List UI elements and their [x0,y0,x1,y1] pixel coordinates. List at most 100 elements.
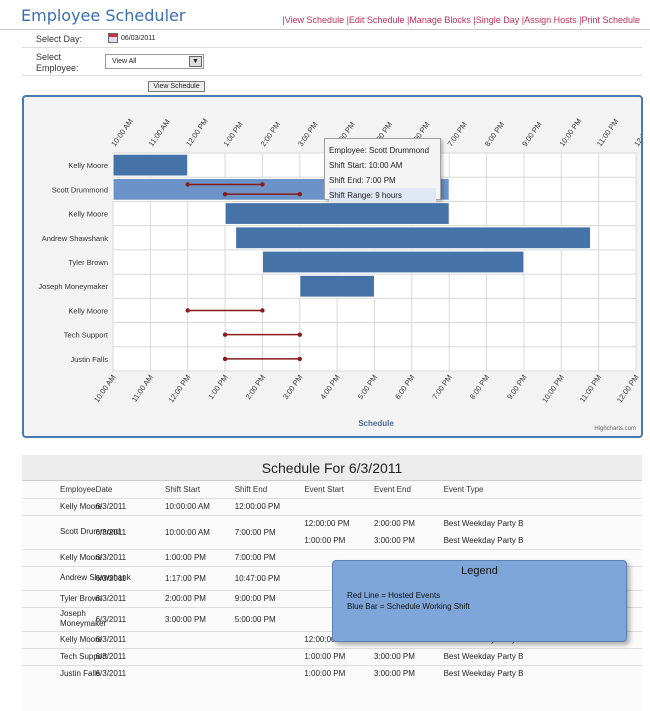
employee-cell: Tyler Brown [22,589,102,607]
shift-end-cell [234,630,305,648]
legend-red-line: Red Line = Hosted Events [347,591,441,600]
employee-name: Tyler Brown [60,593,103,603]
legend-title: Legend [461,565,498,577]
employee-cell: Scott Drummond [22,514,120,549]
x-tick-label-top: 12:00 PM [632,117,641,148]
x-tick-label-bottom: 3:00 PM [281,373,304,401]
event-type-cell: Best Weekday Party B [443,535,524,545]
shift-end-cell [234,664,305,682]
shift-bar [261,250,525,274]
column-header: Shift End [234,485,268,495]
event-start-cell: 1:00:00 PM [304,664,374,682]
employee-name: Kelly Moore [60,552,103,562]
x-tick-label-bottom: 11:00 PM [578,373,603,404]
employee-name: Joseph Moneymaker [60,609,107,628]
table-row[interactable]: Tech Support 6/3/2011 1:00:00 PM 3:00:00 PM… [22,647,642,665]
nav-manage-blocks-link[interactable]: Manage Blocks [409,15,471,25]
column-header: Event Start [304,485,344,495]
app-title: Employee Scheduler [21,6,186,25]
shift-bar [299,274,375,298]
legend-blue-bar: Blue Bar = Schedule Working Shift [347,602,470,611]
shift-end-cell: 10:47:00 PM [234,565,305,590]
x-tick-label-bottom: 12:00 PM [167,373,193,404]
shift-bar [112,153,189,177]
shift-end-cell: 7:00:00 PM [234,514,305,549]
tooltip-end: Shift End: 7:00 PM [329,176,396,185]
shift-start-cell [165,647,235,665]
x-tick-label-bottom: 8:00 PM [468,373,491,401]
y-category-label: Justin Falls [70,355,108,364]
select-employee-label: Select Employee: [36,52,79,73]
shift-start-cell: 3:00:00 PM [165,606,235,631]
shift-start-cell: 1:00:00 PM [165,548,235,566]
nav-print-schedule-link[interactable]: Print Schedule [581,15,640,25]
calendar-icon[interactable] [108,33,118,43]
event-end-cell [374,497,444,515]
nav-view-schedule-link[interactable]: View Schedule [284,15,345,25]
employee-cell: Andrew Shawshank [22,565,131,590]
y-category-label: Joseph Moneymaker [38,282,108,291]
event-type-cell [443,497,642,515]
date-cell: 6/3/2011 [95,606,166,631]
employee-name: Andrew Shawshank [60,573,131,582]
table-row[interactable]: 1:00:00 PM 3:00:00 PM Best Weekday Party B [22,532,642,549]
employee-cell: Kelly Moore [22,497,102,515]
x-tick-label-bottom: 4:00 PM [318,373,341,401]
y-category-label: Kelly Moore [68,210,108,219]
shift-bar [235,226,592,250]
x-tick-label-top: 7:00 PM [445,120,468,148]
event-start-cell: 1:00:00 PM [304,647,374,665]
day-value[interactable]: 06/03/2011 [121,34,156,42]
date-cell: 6/3/2011 [95,497,166,515]
shift-start-cell: 1:17:00 PM [165,565,235,590]
day-picker[interactable]: 06/03/2011 [108,33,156,43]
employee-name: Scott Drummond [60,527,121,536]
x-tick-label-top: 12:00 PM [184,117,210,148]
x-tick-label-bottom: 9:00 PM [505,373,528,401]
shift-end-cell [234,647,305,665]
x-tick-label-top: 8:00 PM [483,120,506,148]
nav-assign-hosts-link[interactable]: Assign Hosts [524,15,577,25]
nav-edit-schedule-link[interactable]: Edit Schedule [348,15,405,25]
date-cell: 6/3/2011 [95,565,166,590]
x-tick-label-top: 11:00 PM [595,117,620,148]
shift-start-cell: 10:00:00 AM [165,514,235,549]
x-tick-label-top: 3:00 PM [296,120,319,148]
event-point [222,332,228,337]
event-type-cell: Best Weekday Party B [443,647,642,665]
legend-box[interactable]: Legend Red Line = Hosted Events Blue Bar… [332,560,627,642]
x-tick-label-top: 2:00 PM [259,120,282,148]
employee-cell: Kelly Moore [22,630,102,648]
shift-end-cell: 12:00:00 PM [234,497,305,515]
event-point [222,356,228,362]
nav-separator: | [519,15,525,25]
x-tick-label-top: 1:00 PM [221,120,244,148]
chart-svg: 10:00 AM 10:00 AM 11:00 AM 11:00 AM 12:00 PM… [38,117,641,428]
date-cell: 6/3/2011 [95,630,166,648]
employee-select[interactable]: View All ▼ [105,54,204,69]
x-tick-label-bottom: 7:00 PM [430,373,453,401]
table-row[interactable]: Scott Drummond 6/3/2011 10:00:00 AM 7:00:00… [22,514,642,549]
date-cell: 6/3/2011 [95,548,166,566]
nav-single-day-link[interactable]: Single Day [475,15,520,25]
nav-separator: | [470,15,476,25]
table-row[interactable]: Justin Falls 6/3/2011 1:00:00 PM 3:00:00 PM… [22,664,642,682]
event-point [297,191,302,197]
x-tick-label-top: 10:00 AM [109,117,135,148]
event-end-cell: 3:00:00 PM [374,647,444,665]
divider [22,75,642,76]
event-end-cell: 3:00:00 PM [374,535,415,545]
event-type-cell: Best Weekday Party B [443,664,642,682]
dropdown-arrow-icon[interactable]: ▼ [189,56,202,67]
chart-credit[interactable]: Highcharts.com [594,426,636,432]
tooltip-range: Shift Range: 9 hours [329,188,436,203]
view-schedule-button[interactable]: View Schedule [148,81,205,92]
x-tick-label-top: 9:00 PM [520,120,543,148]
shift-end-cell: 7:00:00 PM [234,548,305,566]
y-category-label: Kelly Moore [68,306,108,315]
y-category-label: Andrew Shawshank [42,234,109,243]
event-point [260,182,265,187]
divider [22,47,642,48]
table-row[interactable]: Kelly Moore 6/3/2011 10:00:00 AM 12:00:00 P… [22,497,642,515]
event-end-cell: 3:00:00 PM [374,664,444,682]
